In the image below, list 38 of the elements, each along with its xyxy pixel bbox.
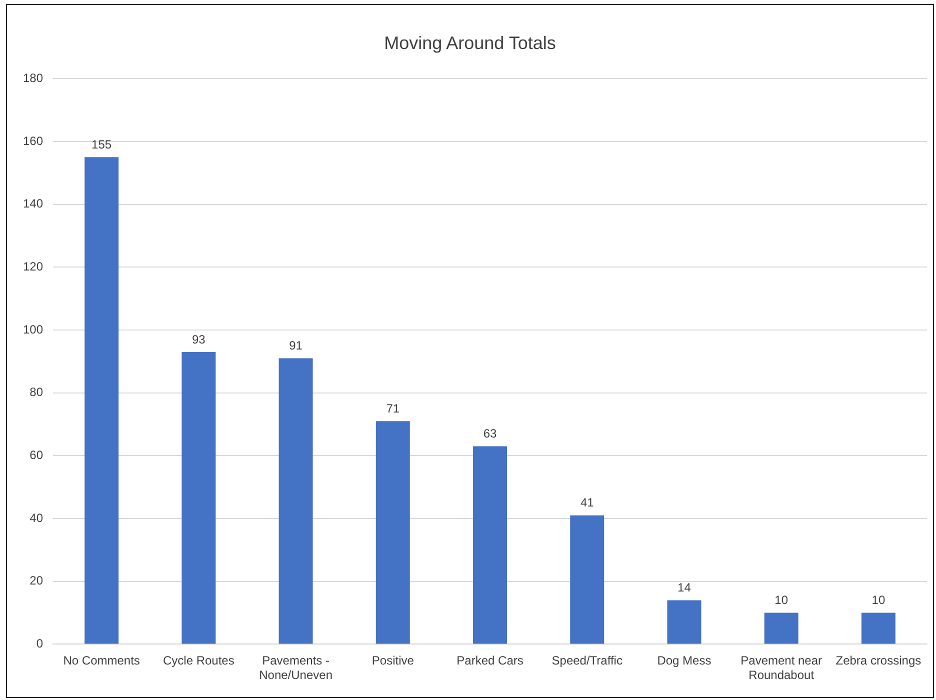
- y-tick-label: 180: [22, 70, 44, 85]
- data-label: 155: [92, 137, 112, 152]
- data-label: 14: [678, 580, 692, 595]
- bar: [861, 612, 896, 644]
- x-tick-label: Dog Mess: [657, 654, 712, 668]
- y-tick-label: 20: [30, 574, 44, 588]
- y-tick-label: 120: [22, 259, 44, 274]
- y-tick-label: 80: [30, 385, 44, 400]
- x-tick-label: Speed/Traffic: [552, 654, 622, 668]
- x-tick-label: Parked Cars: [456, 654, 524, 668]
- bar: [667, 600, 702, 644]
- bar: [764, 612, 798, 644]
- y-tick-label: 160: [22, 134, 44, 148]
- data-label: 63: [483, 426, 498, 441]
- bar: [570, 515, 604, 644]
- data-label: 93: [192, 332, 206, 346]
- x-tick-label: Zebra crossings: [836, 654, 922, 668]
- data-label: 71: [386, 401, 400, 416]
- y-tick-label: 100: [22, 322, 44, 336]
- data-label: 41: [580, 496, 594, 510]
- x-tick-label: Positive: [372, 654, 414, 668]
- data-label: 10: [774, 593, 788, 608]
- bar: [182, 352, 216, 644]
- y-tick-label: 40: [30, 510, 44, 525]
- x-tick-label: Cycle Routes: [162, 654, 234, 668]
- chart-title: Moving Around Totals: [384, 32, 556, 53]
- bar: [84, 157, 119, 644]
- y-tick-label: 0: [36, 636, 44, 651]
- bar: [376, 421, 410, 644]
- data-label: 10: [872, 593, 886, 608]
- data-label: 91: [289, 338, 303, 353]
- bar: [473, 446, 508, 644]
- y-tick-label: 60: [30, 448, 44, 462]
- x-tick-label: Pavement near Roundabout: [740, 654, 822, 682]
- x-tick-label: Pavements - None/Uneven: [259, 654, 332, 682]
- bar: [278, 358, 313, 644]
- y-tick-label: 140: [22, 196, 44, 211]
- x-tick-label: No Comments: [63, 654, 140, 668]
